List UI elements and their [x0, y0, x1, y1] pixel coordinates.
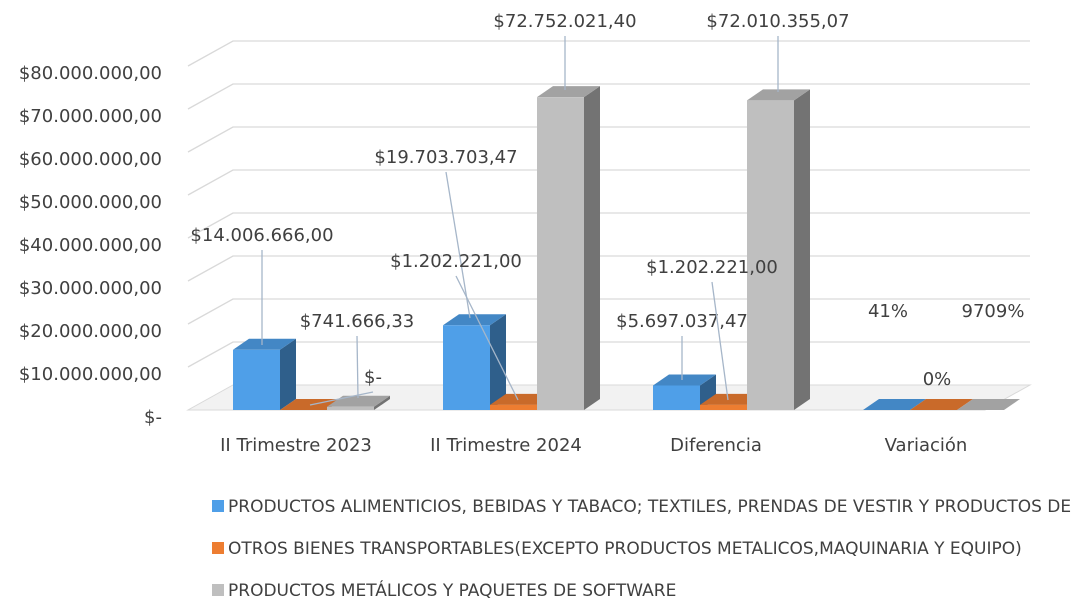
y-tick-label: $80.000.000,00 [19, 63, 162, 84]
bar-top [957, 398, 1020, 410]
leader-line [445, 171, 471, 319]
leader-line [356, 335, 359, 399]
bar-top [910, 399, 973, 410]
legend-label: PRODUCTOS ALIMENTICIOS, BEBIDAS Y TABACO… [228, 497, 1074, 517]
bar-top [747, 89, 810, 101]
y-tick-label: $70.000.000,00 [19, 106, 162, 127]
leader-line [711, 281, 729, 401]
bar [537, 97, 584, 410]
bar [327, 406, 374, 410]
y-tick-label: $50.000.000,00 [19, 192, 162, 213]
leader-line [455, 275, 519, 401]
data-label: 0% [923, 369, 952, 390]
y-tick-label: $60.000.000,00 [19, 149, 162, 170]
bar-top [443, 314, 506, 326]
bar-side [1004, 398, 1020, 410]
grid-line [187, 341, 1030, 368]
y-tick-label: $10.000.000,00 [19, 364, 162, 385]
data-label: $72.752.021,40 [493, 11, 636, 32]
data-label: $19.703.703,47 [374, 147, 517, 168]
bar-top [233, 338, 296, 350]
bar [443, 325, 490, 410]
x-tick-label: II Trimestre 2023 [220, 435, 372, 456]
data-label: $1.202.221,00 [646, 257, 778, 278]
y-tick-label: $- [144, 407, 162, 428]
y-tick-label: $30.000.000,00 [19, 278, 162, 299]
data-label: $72.010.355,07 [706, 11, 849, 32]
legend-label: PRODUCTOS METÁLICOS Y PAQUETES DE SOFTWA… [228, 579, 676, 601]
data-label: $14.006.666,00 [190, 225, 333, 246]
grid-line [187, 83, 1030, 110]
legend-label: OTROS BIENES TRANSPORTABLES(EXCEPTO PROD… [228, 539, 1022, 559]
data-label: 41% [868, 301, 908, 322]
x-tick-label: Diferencia [670, 435, 762, 456]
leader-line [309, 391, 374, 406]
bar-side [584, 86, 600, 410]
bar [653, 385, 700, 410]
bar-side [490, 314, 506, 410]
y-tick-label: $40.000.000,00 [19, 235, 162, 256]
y-tick-label: $20.000.000,00 [19, 321, 162, 342]
legend-swatch [212, 584, 224, 596]
bar-side [794, 89, 810, 411]
bar-top [537, 86, 600, 98]
bar [700, 404, 747, 410]
bar-top [653, 374, 716, 386]
data-label: 9709% [962, 301, 1025, 322]
data-label: $741.666,33 [300, 311, 415, 332]
bar-side [374, 395, 390, 410]
bar [233, 349, 280, 410]
grid-line [187, 40, 1030, 67]
legend-swatch [212, 542, 224, 554]
bar-top [863, 399, 926, 410]
x-tick-label: Variación [885, 435, 968, 456]
bar [490, 404, 537, 410]
bar-side [280, 338, 296, 410]
x-tick-label: II Trimestre 2024 [430, 435, 582, 456]
data-label: $- [364, 367, 382, 388]
grid-line [187, 169, 1030, 196]
data-label: $5.697.037,47 [616, 311, 748, 332]
legend-swatch [212, 500, 224, 512]
data-label: $1.202.221,00 [390, 251, 522, 272]
grid-line [187, 126, 1030, 153]
grid-line [187, 255, 1030, 282]
bar [747, 100, 794, 411]
